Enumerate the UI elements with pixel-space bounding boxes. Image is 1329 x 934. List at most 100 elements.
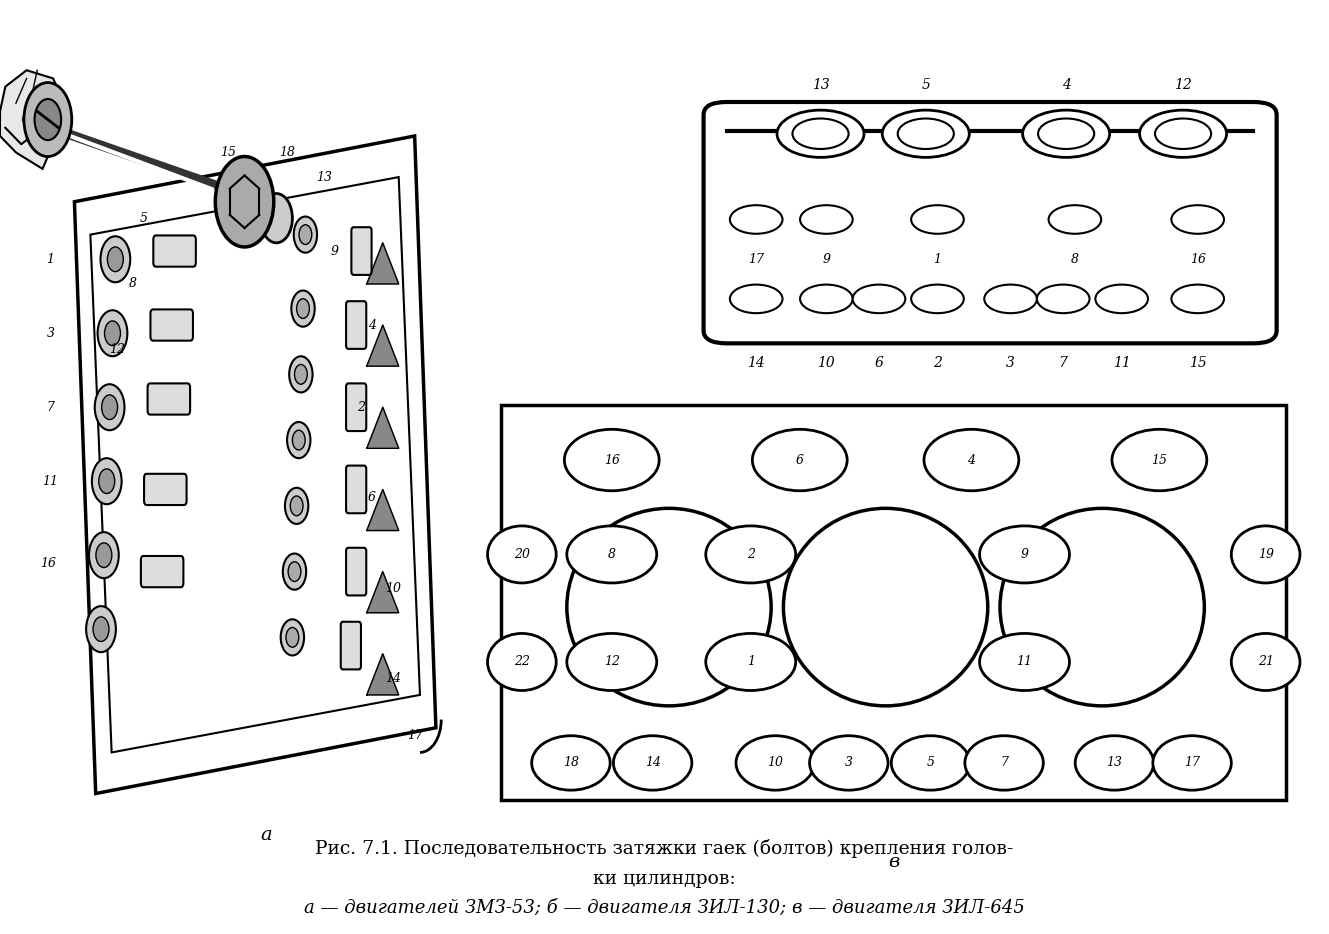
Text: 3: 3 — [47, 327, 54, 340]
Circle shape — [283, 554, 306, 589]
Polygon shape — [74, 136, 436, 794]
Circle shape — [800, 285, 853, 313]
Circle shape — [1037, 285, 1090, 313]
Ellipse shape — [566, 633, 657, 690]
Text: 1: 1 — [933, 253, 941, 266]
Polygon shape — [367, 325, 399, 366]
Circle shape — [287, 422, 311, 459]
Circle shape — [1095, 285, 1148, 313]
FancyBboxPatch shape — [340, 622, 361, 670]
Ellipse shape — [566, 508, 771, 706]
Circle shape — [280, 619, 304, 656]
Circle shape — [286, 628, 299, 647]
Text: 11: 11 — [43, 474, 58, 488]
Text: 8: 8 — [607, 548, 615, 561]
Text: 7: 7 — [1059, 356, 1067, 370]
Circle shape — [24, 82, 72, 157]
Circle shape — [912, 205, 964, 234]
Circle shape — [882, 110, 969, 157]
Ellipse shape — [752, 430, 847, 490]
Text: 10: 10 — [385, 582, 401, 595]
Circle shape — [853, 285, 905, 313]
Circle shape — [296, 299, 310, 318]
FancyBboxPatch shape — [153, 235, 195, 267]
Text: а — двигателей ЗМЗ-53; б — двигателя ЗИЛ-130; в — двигателя ЗИЛ-645: а — двигателей ЗМЗ-53; б — двигателя ЗИЛ… — [304, 899, 1025, 916]
Ellipse shape — [892, 736, 970, 790]
Circle shape — [101, 236, 130, 282]
Polygon shape — [367, 407, 399, 448]
Ellipse shape — [566, 526, 657, 583]
Text: 6: 6 — [796, 454, 804, 467]
Circle shape — [1139, 110, 1227, 157]
Text: 11: 11 — [1112, 356, 1131, 370]
Circle shape — [1155, 119, 1211, 149]
Text: Рис. 7.1. Последовательность затяжки гаек (болтов) крепления голов-: Рис. 7.1. Последовательность затяжки гае… — [315, 839, 1014, 857]
Text: в: в — [888, 853, 900, 870]
Text: 2: 2 — [747, 548, 755, 561]
Ellipse shape — [1231, 526, 1300, 583]
Text: 4: 4 — [968, 454, 975, 467]
Text: 5: 5 — [926, 757, 934, 770]
Circle shape — [96, 543, 112, 568]
FancyBboxPatch shape — [141, 556, 183, 587]
Ellipse shape — [1112, 430, 1207, 490]
Text: 14: 14 — [645, 757, 661, 770]
Text: б: б — [985, 410, 995, 428]
FancyBboxPatch shape — [346, 547, 367, 596]
Circle shape — [777, 110, 864, 157]
Circle shape — [215, 157, 274, 247]
Circle shape — [284, 488, 308, 524]
Ellipse shape — [565, 430, 659, 490]
Circle shape — [1038, 119, 1094, 149]
Ellipse shape — [979, 526, 1070, 583]
Circle shape — [288, 561, 300, 582]
Text: 17: 17 — [1184, 757, 1200, 770]
Text: 14: 14 — [385, 672, 401, 685]
Text: 10: 10 — [767, 757, 783, 770]
FancyBboxPatch shape — [150, 309, 193, 341]
Circle shape — [86, 606, 116, 652]
Text: 21: 21 — [1257, 656, 1273, 669]
Text: 4: 4 — [1062, 78, 1071, 92]
Circle shape — [1171, 285, 1224, 313]
Text: 8: 8 — [1071, 253, 1079, 266]
FancyBboxPatch shape — [144, 474, 186, 505]
Circle shape — [291, 290, 315, 327]
Ellipse shape — [1231, 633, 1300, 690]
FancyBboxPatch shape — [346, 465, 367, 514]
Text: 15: 15 — [1151, 454, 1167, 467]
Circle shape — [800, 205, 853, 234]
Text: 1: 1 — [747, 656, 755, 669]
Ellipse shape — [706, 526, 796, 583]
Circle shape — [35, 99, 61, 140]
Polygon shape — [367, 654, 399, 695]
Text: 6: 6 — [368, 491, 376, 504]
Ellipse shape — [488, 526, 557, 583]
Text: 15: 15 — [221, 146, 237, 159]
Text: 3: 3 — [845, 757, 853, 770]
Circle shape — [912, 285, 964, 313]
Text: 13: 13 — [1107, 757, 1123, 770]
Circle shape — [730, 205, 783, 234]
Circle shape — [101, 395, 117, 419]
Circle shape — [290, 496, 303, 516]
Text: 1: 1 — [47, 253, 54, 266]
Text: 7: 7 — [1001, 757, 1009, 770]
Circle shape — [1171, 205, 1224, 234]
Circle shape — [108, 247, 124, 272]
Ellipse shape — [532, 736, 610, 790]
Ellipse shape — [924, 430, 1019, 490]
Text: 16: 16 — [603, 454, 619, 467]
Ellipse shape — [736, 736, 815, 790]
Text: 16: 16 — [1189, 253, 1205, 266]
Ellipse shape — [809, 736, 888, 790]
Text: 13: 13 — [812, 78, 829, 92]
Circle shape — [294, 217, 318, 253]
Ellipse shape — [1075, 736, 1154, 790]
Circle shape — [94, 384, 125, 431]
Text: 7: 7 — [47, 401, 54, 414]
Text: 15: 15 — [1189, 356, 1207, 370]
Circle shape — [98, 469, 114, 493]
Text: 12: 12 — [1175, 78, 1192, 92]
Circle shape — [92, 459, 122, 504]
